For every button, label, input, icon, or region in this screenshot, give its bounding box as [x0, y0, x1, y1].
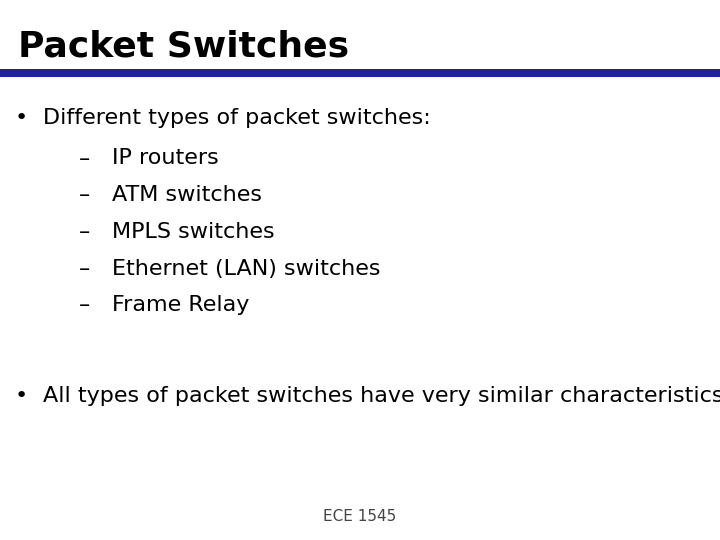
Bar [0, 69, 720, 77]
Text: MPLS switches: MPLS switches [112, 222, 274, 242]
Text: Frame Relay: Frame Relay [112, 295, 249, 315]
Text: –: – [79, 148, 91, 168]
Text: Packet Switches: Packet Switches [18, 30, 349, 64]
Text: Different types of packet switches:: Different types of packet switches: [43, 108, 431, 128]
Text: ATM switches: ATM switches [112, 185, 261, 205]
Text: –: – [79, 185, 91, 205]
Text: •: • [14, 108, 27, 128]
Text: All types of packet switches have very similar characteristics: All types of packet switches have very s… [43, 386, 720, 406]
Text: –: – [79, 259, 91, 279]
Text: –: – [79, 222, 91, 242]
Text: IP routers: IP routers [112, 148, 218, 168]
Text: Ethernet (LAN) switches: Ethernet (LAN) switches [112, 259, 380, 279]
Text: •: • [14, 386, 27, 406]
Text: –: – [79, 295, 91, 315]
Text: ECE 1545: ECE 1545 [323, 509, 397, 524]
